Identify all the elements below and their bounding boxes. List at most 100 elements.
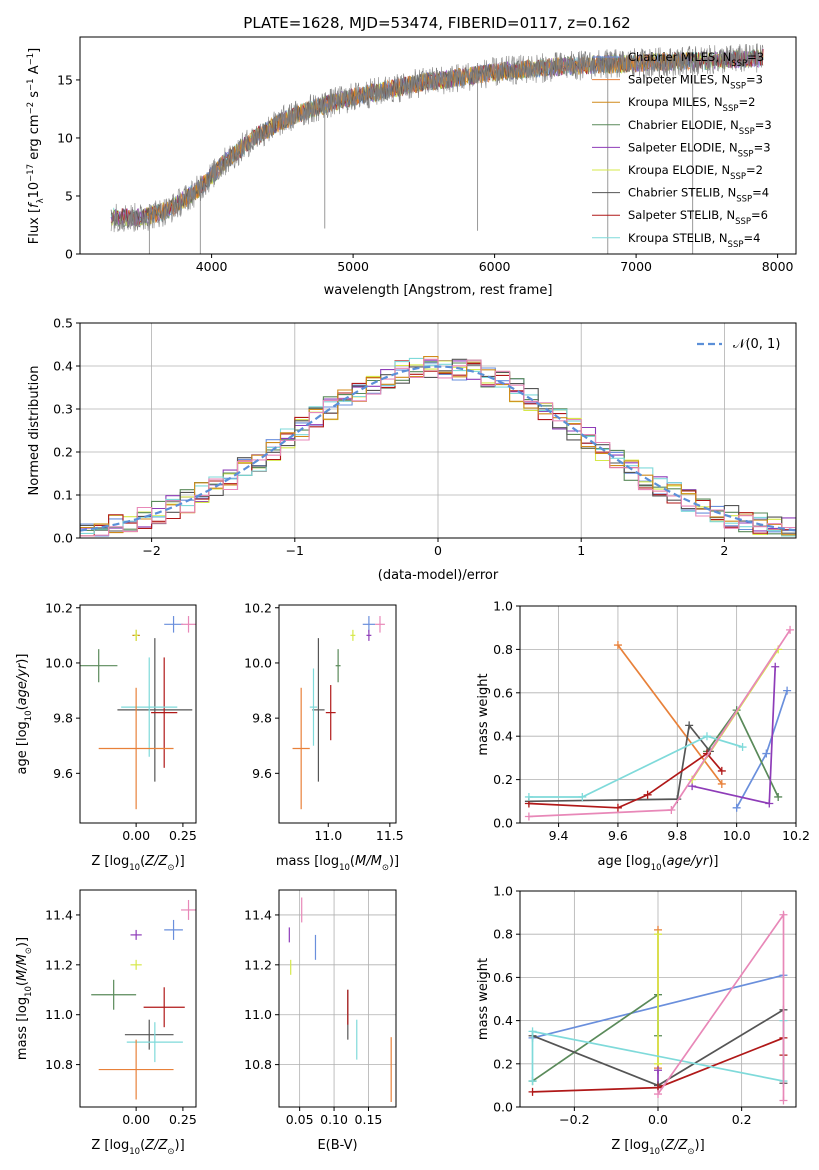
weight-line — [617, 644, 723, 785]
legend-label: Kroupa ELODIE, NSSP=2 — [628, 163, 763, 182]
panel-mass-vs-ebv: 0.05 0.10 0.15 10.8 11.0 11.2 11.4 E(B-V) — [244, 889, 397, 1153]
residual-histograms — [80, 356, 796, 537]
panel-mass-weight-vs-Z: −0.2 0.0 0.2 0.0 0.2 0.4 0.6 0.8 1.0 Z [log10(Z/Z… — [476, 884, 797, 1157]
weight-marker — [783, 686, 792, 695]
x-tick-label: 0.15 — [355, 1112, 383, 1127]
axes-frame — [278, 604, 397, 824]
x-axis-label: mass [log10(M/M⊙)] — [276, 854, 399, 873]
weight-line — [528, 629, 791, 818]
x-tick-label: 1 — [577, 543, 585, 558]
x-tick-label: 6000 — [479, 259, 511, 274]
y-tick-label: 0.8 — [493, 927, 513, 942]
weight-marker — [685, 721, 694, 730]
panel-residuals: −2 −1 0 1 2 0.0 0.1 0.2 0.3 0.4 0.5 𝒩(0, 1) (data-mo… — [27, 316, 797, 583]
y-tick-label: 9.6 — [252, 766, 272, 781]
x-tick-label: 9.4 — [549, 828, 569, 843]
panel-spectrum: 4000 5000 6000 7000 8000 0 5 10 15 Chabrier MILES… — [26, 36, 797, 298]
x-tick-label: 0.25 — [169, 828, 197, 843]
x-tick-label: 11.0 — [314, 828, 342, 843]
x-axis-label: wavelength [Angstrom, rest frame] — [324, 283, 553, 298]
weight-marker — [774, 792, 783, 801]
weight-marker — [732, 803, 741, 812]
spectrum-observed — [110, 43, 764, 233]
x-tick-label: 0.00 — [122, 1112, 150, 1127]
error-bars — [80, 616, 196, 810]
axes-frame — [278, 889, 397, 1108]
y-tick-label: 0.0 — [493, 816, 513, 831]
x-tick-label: −0.2 — [559, 1112, 589, 1127]
x-axis-label: age [log10(age/yr)] — [598, 854, 719, 873]
panel-age-vs-Z: 0.00 0.25 9.6 9.8 10.0 10.2 Z [log10(Z/Z⊙)] age… — [15, 600, 197, 873]
y-tick-label: 11.2 — [244, 957, 272, 972]
weight-marker — [667, 805, 676, 814]
y-tick-label: 15 — [57, 72, 73, 87]
axes-frame — [519, 890, 797, 1108]
x-axis-label: (data-model)/error — [378, 568, 499, 583]
axes-frame — [519, 605, 797, 824]
y-tick-label: 0.2 — [493, 772, 513, 787]
weight-marker — [717, 766, 726, 775]
y-tick-label: 0.3 — [53, 402, 73, 417]
y-tick-label: 0 — [65, 247, 73, 262]
y-tick-label: 0.6 — [493, 970, 513, 985]
y-tick-label: 0.4 — [493, 729, 513, 744]
x-tick-label: 9.6 — [608, 828, 628, 843]
y-axis-label: mass weight — [476, 673, 491, 755]
y-tick-label: 0.6 — [493, 685, 513, 700]
x-tick-label: 10.0 — [723, 828, 751, 843]
error-bars — [288, 897, 392, 1103]
weight-lines — [524, 625, 795, 821]
y-tick-label: 9.8 — [252, 711, 272, 726]
y-tick-label: 1.0 — [493, 599, 513, 614]
y-tick-label: 11.2 — [45, 957, 73, 972]
y-axis-label: Flux [fλ10−17 erg cm−2 s−1 A−1] — [26, 48, 46, 244]
axes-frame — [79, 36, 797, 255]
weight-line — [691, 666, 777, 805]
x-tick-label: 11.5 — [376, 828, 404, 843]
weight-line — [532, 993, 659, 1082]
weight-marker — [762, 749, 771, 758]
x-tick-label: 2 — [720, 543, 728, 558]
weight-marker — [613, 641, 622, 650]
y-tick-label: 10.8 — [244, 1057, 272, 1072]
weight-line — [735, 690, 788, 809]
y-tick-label: 10.0 — [244, 655, 272, 670]
y-tick-label: 10.2 — [244, 600, 272, 615]
x-tick-label: 9.8 — [667, 828, 687, 843]
y-axis-label: mass [log10(M/M⊙)] — [15, 937, 34, 1060]
y-tick-label: 10 — [57, 130, 73, 145]
y-axis-label: mass weight — [476, 958, 491, 1040]
legend-label: Salpeter STELIB, NSSP=6 — [628, 208, 768, 227]
axes-frame — [79, 604, 197, 824]
weight-lines — [528, 910, 788, 1105]
figure-title: PLATE=1628, MJD=53474, FIBERID=0117, z=0… — [243, 14, 630, 32]
x-tick-label: 5000 — [337, 259, 369, 274]
legend-label: Kroupa MILES, NSSP=2 — [628, 95, 755, 114]
weight-marker — [786, 625, 795, 634]
weight-marker — [524, 792, 533, 801]
weight-marker — [643, 790, 652, 799]
weight-marker — [654, 930, 662, 939]
weight-marker — [738, 743, 747, 752]
x-tick-label: 0 — [434, 543, 442, 558]
weight-marker — [765, 799, 774, 808]
y-tick-label: 0.4 — [493, 1013, 513, 1028]
legend-label: 𝒩(0, 1) — [733, 337, 780, 352]
x-tick-label: 0.2 — [732, 1112, 752, 1127]
error-bars — [292, 616, 385, 810]
weight-marker — [779, 910, 788, 919]
legend-label: Chabrier STELIB, NSSP=4 — [628, 186, 769, 205]
y-tick-label: 0.5 — [53, 316, 73, 331]
x-axis-label: Z [log10(Z/Z⊙)] — [611, 1138, 704, 1157]
x-axis-label: E(B-V) — [317, 1138, 357, 1153]
x-tick-label: 0.00 — [122, 828, 150, 843]
x-axis-label: Z [log10(Z/Z⊙)] — [91, 1138, 184, 1157]
panel-mass-weight-vs-age: 9.4 9.6 9.8 10.0 10.2 0.0 0.2 0.4 0.6 0.8 1.0 age [… — [476, 599, 810, 874]
y-tick-label: 10.8 — [45, 1057, 73, 1072]
y-axis-label: age [log10(age/yr)] — [15, 654, 34, 775]
residual-hist — [80, 358, 796, 537]
y-tick-label: 0.0 — [493, 1100, 513, 1115]
y-tick-label: 10.0 — [45, 655, 73, 670]
y-tick-label: 0.2 — [53, 445, 73, 460]
